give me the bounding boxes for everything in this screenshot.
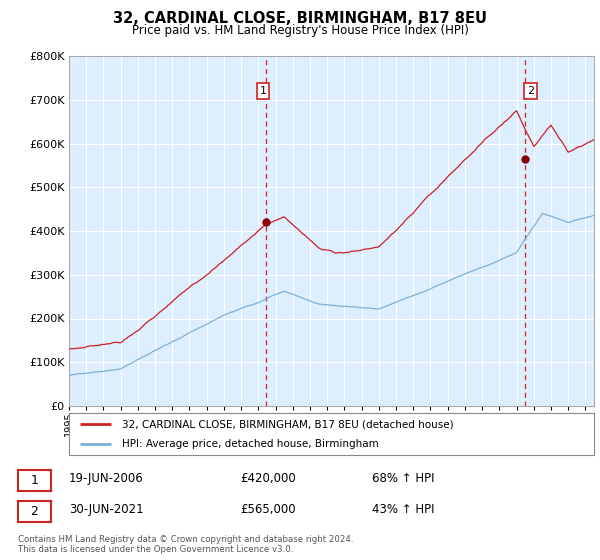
- Text: 68% ↑ HPI: 68% ↑ HPI: [372, 472, 434, 486]
- Text: 1: 1: [31, 474, 38, 487]
- Text: 19-JUN-2006: 19-JUN-2006: [69, 472, 144, 486]
- Text: HPI: Average price, detached house, Birmingham: HPI: Average price, detached house, Birm…: [121, 439, 378, 449]
- Text: 1: 1: [259, 86, 266, 96]
- Text: 30-JUN-2021: 30-JUN-2021: [69, 503, 143, 516]
- Text: Contains HM Land Registry data © Crown copyright and database right 2024.
This d: Contains HM Land Registry data © Crown c…: [18, 535, 353, 554]
- Text: 32, CARDINAL CLOSE, BIRMINGHAM, B17 8EU (detached house): 32, CARDINAL CLOSE, BIRMINGHAM, B17 8EU …: [121, 419, 453, 430]
- Text: 2: 2: [527, 86, 534, 96]
- Text: Price paid vs. HM Land Registry's House Price Index (HPI): Price paid vs. HM Land Registry's House …: [131, 24, 469, 36]
- Text: 32, CARDINAL CLOSE, BIRMINGHAM, B17 8EU: 32, CARDINAL CLOSE, BIRMINGHAM, B17 8EU: [113, 11, 487, 26]
- Text: £565,000: £565,000: [240, 503, 296, 516]
- Text: £420,000: £420,000: [240, 472, 296, 486]
- Text: 43% ↑ HPI: 43% ↑ HPI: [372, 503, 434, 516]
- Text: 2: 2: [31, 505, 38, 518]
